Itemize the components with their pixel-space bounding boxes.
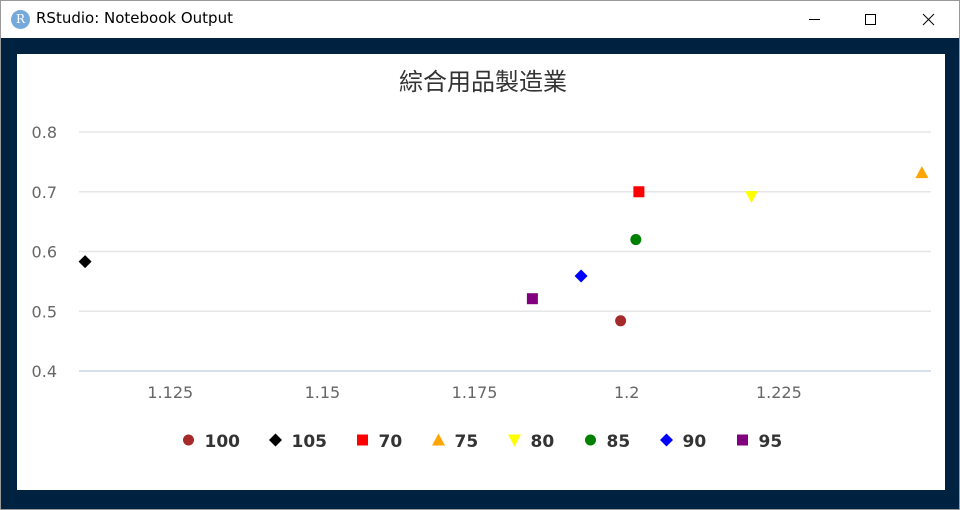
x-tick-label: 1.225 [756, 383, 802, 402]
scatter-chart: 綜合用品製造業 0.4 0.5 0.6 0.7 0.8 1.125 1.15 1.175 1.2… [32, 68, 931, 452]
legend-marker[interactable] [660, 433, 673, 447]
minimize-button[interactable] [791, 1, 837, 38]
window-title: RStudio: Notebook Output [36, 9, 233, 27]
legend-label: 85 [607, 432, 631, 452]
scatter-point[interactable] [915, 166, 929, 179]
y-tick-label: 0.4 [32, 362, 57, 381]
legend-label: 100 [205, 432, 241, 452]
x-tick-label: 1.15 [305, 383, 341, 402]
legend-item[interactable]: 105 [269, 432, 327, 452]
x-tick-label: 1.175 [452, 383, 498, 402]
chart-title: 綜合用品製造業 [399, 68, 567, 96]
scatter-point[interactable] [78, 255, 92, 269]
legend-item[interactable]: 95 [737, 432, 782, 452]
y-tick-label: 0.7 [32, 183, 57, 202]
scatter-point[interactable] [744, 191, 758, 204]
x-tick-label: 1.2 [614, 383, 639, 402]
legend-item[interactable]: 100 [183, 432, 240, 452]
legend-label: 75 [455, 432, 479, 452]
legend-marker[interactable] [357, 434, 368, 446]
scatter-point[interactable] [615, 315, 627, 327]
legend-item[interactable]: 85 [585, 432, 630, 452]
title-bar: R RStudio: Notebook Output [1, 1, 959, 38]
legend-marker[interactable] [737, 434, 748, 446]
rstudio-icon: R [11, 10, 30, 29]
legend-item[interactable]: 80 [508, 432, 554, 452]
legend-item[interactable]: 75 [432, 432, 478, 452]
legend-item[interactable]: 90 [660, 432, 706, 452]
minimize-icon [809, 19, 820, 20]
legend-marker[interactable] [585, 434, 596, 446]
y-tick-label: 0.5 [32, 302, 57, 321]
scatter-point[interactable] [633, 186, 645, 198]
maximize-button[interactable] [847, 1, 893, 38]
legend-label: 70 [379, 432, 403, 452]
legend-marker[interactable] [183, 434, 194, 446]
legend-label: 105 [292, 432, 328, 452]
chart-canvas: 綜合用品製造業 0.4 0.5 0.6 0.7 0.8 1.125 1.15 1.175 1.2… [17, 54, 945, 490]
legend-marker[interactable] [508, 434, 521, 447]
legend-label: 90 [683, 432, 707, 452]
y-tick-label: 0.6 [32, 243, 57, 262]
legend-marker[interactable] [432, 433, 445, 446]
legend-label: 95 [759, 432, 783, 452]
legend-item[interactable]: 70 [357, 432, 402, 452]
legend-marker[interactable] [269, 433, 282, 447]
output-frame: 綜合用品製造業 0.4 0.5 0.6 0.7 0.8 1.125 1.15 1.175 1.2… [1, 38, 959, 509]
scatter-point[interactable] [574, 269, 588, 283]
x-tick-label: 1.125 [147, 383, 193, 402]
y-tick-label: 0.8 [32, 123, 57, 142]
scatter-point[interactable] [630, 234, 642, 246]
scatter-point[interactable] [526, 293, 538, 305]
close-button[interactable] [905, 1, 951, 38]
legend-label: 80 [531, 432, 555, 452]
close-icon [922, 13, 935, 26]
maximize-icon [865, 14, 876, 25]
